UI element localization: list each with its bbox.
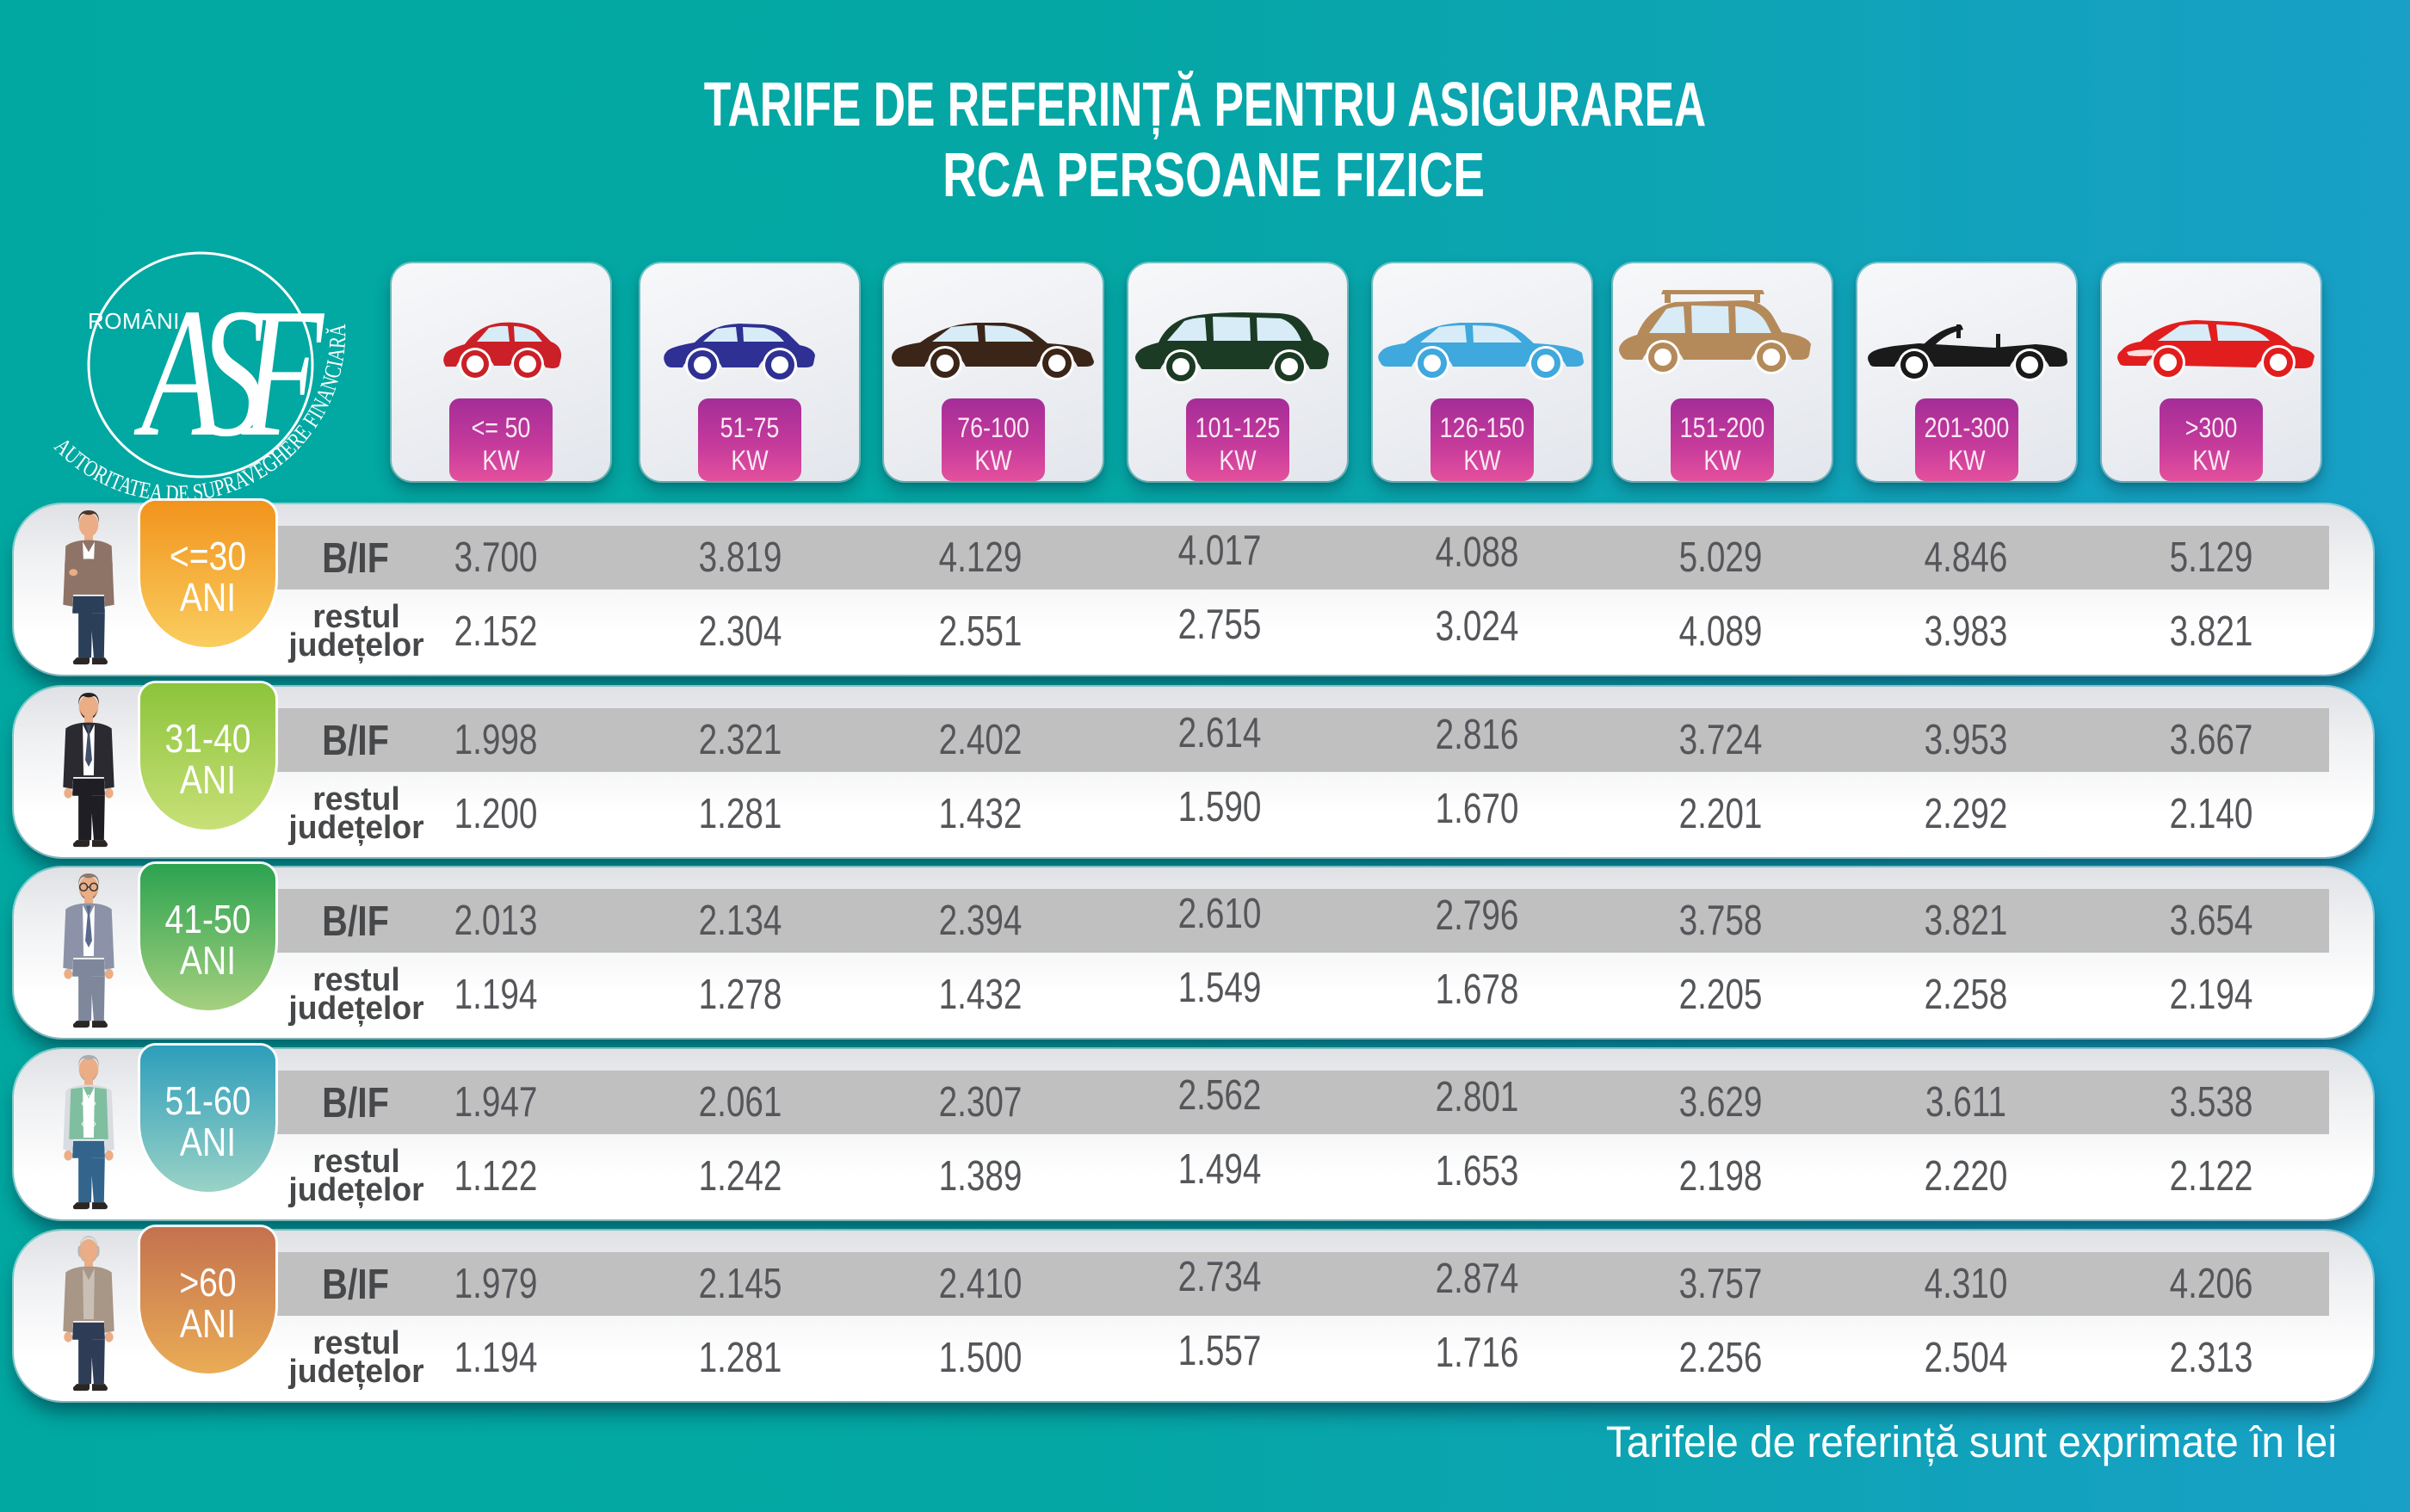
svg-text:ASF: ASF <box>133 269 324 475</box>
svg-text:ROMÂNIA: ROMÂNIA <box>88 308 195 334</box>
